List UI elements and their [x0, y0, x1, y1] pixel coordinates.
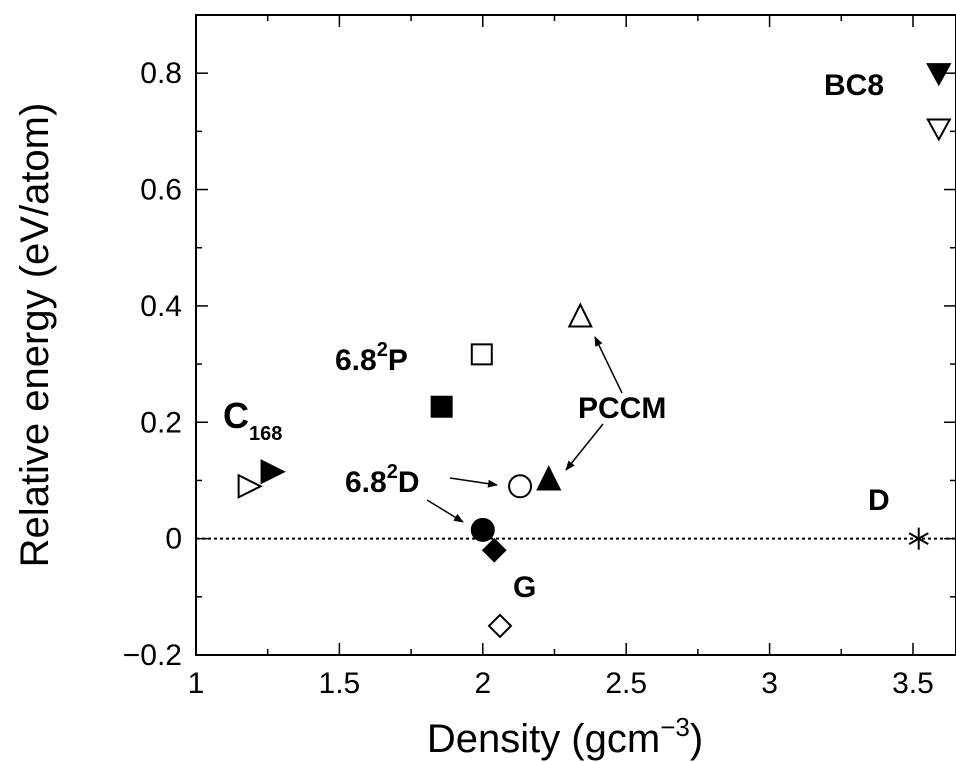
arrow-pccm-to-open-triangle	[594, 336, 623, 394]
label-6-8-2-p-base: 6.8	[335, 344, 377, 377]
x-tick-label: 1.5	[319, 667, 361, 700]
label-pccm: PCCM	[578, 392, 666, 425]
arrow-6-8-2-d-to-open-circle	[449, 477, 498, 488]
y-tick-label: 0.6	[140, 174, 182, 207]
y-tick-label: −0.2	[123, 639, 182, 672]
label-6-8-2-p: 6.82P	[335, 339, 408, 377]
x-tick-label: 1	[188, 667, 205, 700]
x-axis-title-main: Density (gcm	[427, 717, 660, 761]
y-axis-title: Relative energy (eV/atom)	[13, 103, 57, 568]
label-6-8-2-d-sup: 2	[387, 461, 398, 483]
data-point-circle-open	[508, 474, 533, 499]
data-point-circle-filled	[470, 517, 495, 542]
label-6-8-2-d: 6.82D	[345, 461, 420, 499]
points-layer	[237, 63, 952, 639]
label-c168-sub: 168	[249, 423, 282, 445]
arrow-pccm-to-filled-triangle	[565, 423, 604, 471]
y-tick-label: 0.2	[140, 406, 182, 439]
data-point-square-filled	[430, 395, 453, 418]
y-tick-label: 0	[165, 523, 182, 556]
label-graphite: G	[513, 571, 536, 604]
data-point-triangle-up-open	[567, 302, 593, 328]
data-point-asterisk-open	[908, 527, 929, 550]
label-c168: C168	[223, 395, 282, 445]
label-diamond: D	[868, 484, 890, 517]
x-tick-label: 2	[474, 667, 491, 700]
y-tick-label: 0.4	[140, 290, 182, 323]
plot-frame	[195, 14, 956, 656]
arrow-6-8-2-d-to-filled-circle	[426, 499, 464, 523]
label-6-8-2-d-base: 6.8	[345, 466, 387, 499]
asterisk-stroke	[908, 532, 929, 546]
data-point-diamond-open	[487, 613, 513, 639]
data-point-triangle-right-open	[237, 473, 263, 499]
x-tick-label: 3.5	[892, 667, 934, 700]
x-axis-title: Density (gcm−3)	[427, 712, 703, 761]
x-axis-title-close: )	[690, 717, 703, 761]
x-tick-label: 3	[761, 667, 778, 700]
ticks-layer: 1 1.5 2 2.5 3 3.5 −0.2 0 0.2 0.4 0.6 0.8	[123, 14, 956, 700]
data-point-square-open	[470, 343, 493, 366]
x-tick-label: 2.5	[605, 667, 647, 700]
data-point-triangle-down-filled	[926, 63, 952, 87]
data-point-diamond-filled	[481, 537, 507, 563]
y-tick-label: 0.8	[140, 57, 182, 90]
x-axis-title-sup: −3	[660, 712, 690, 742]
label-6-8-2-d-tail: D	[398, 466, 420, 499]
data-point-triangle-down-open	[926, 118, 952, 142]
data-point-triangle-right-filled	[260, 459, 286, 485]
label-6-8-2-p-sup: 2	[377, 339, 388, 361]
label-6-8-2-p-tail: P	[388, 344, 408, 377]
label-bc8: BC8	[824, 69, 884, 102]
label-c168-base: C	[223, 395, 249, 436]
data-point-triangle-up-filled	[536, 465, 562, 491]
